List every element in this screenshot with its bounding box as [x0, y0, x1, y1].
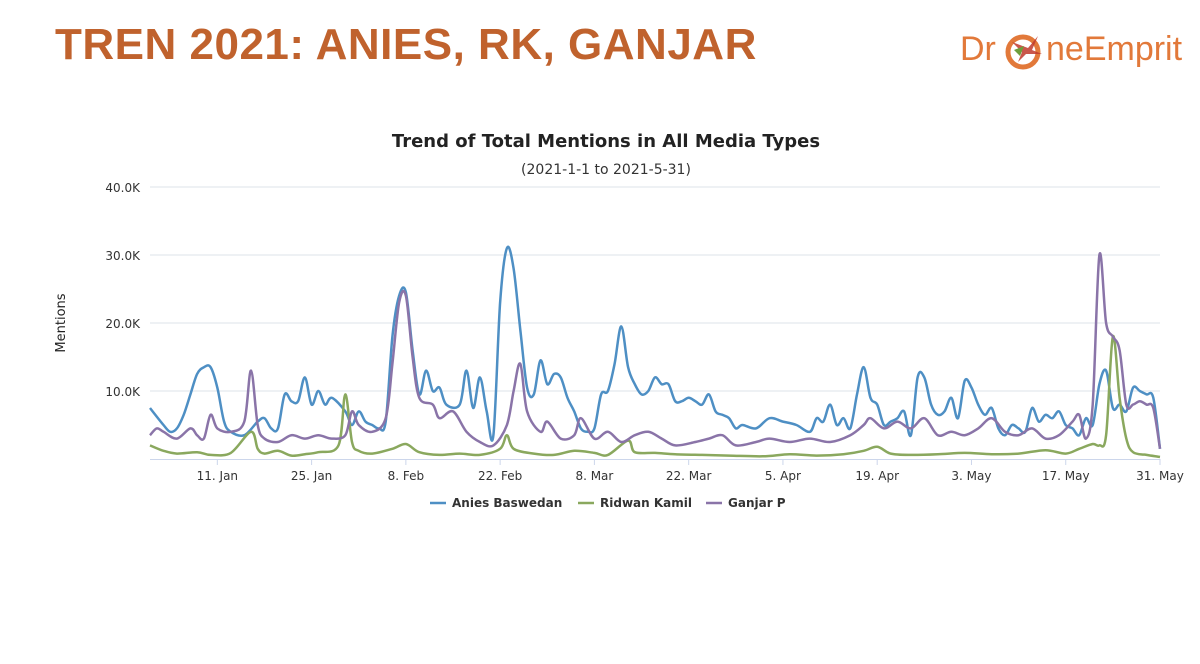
x-tick-label: 19. Apr: [855, 469, 899, 483]
y-tick-label: 30.0K: [105, 249, 141, 263]
drone-emprit-logo: Dr neEmprit: [960, 22, 1182, 82]
x-tick-label: 5. Apr: [765, 469, 801, 483]
x-tick-label: 8. Feb: [388, 469, 425, 483]
series-line-anies-baswedan: [149, 245, 1162, 449]
legend-item-ganjar-p[interactable]: Ganjar P: [728, 496, 786, 510]
slide-title: TREN 2021: ANIES, RK, GANJAR: [55, 20, 757, 69]
x-tick-label: 8. Mar: [575, 469, 613, 483]
x-tick-label: 22. Mar: [666, 469, 712, 483]
legend: Anies Baswedan Ridwan Kamil Ganjar P: [430, 496, 786, 510]
series-lines: [149, 245, 1162, 459]
series-line-ganjar-p: [149, 251, 1162, 449]
legend-item-anies-baswedan[interactable]: Anies Baswedan: [452, 496, 562, 510]
y-tick-label: 10.0K: [105, 385, 141, 399]
x-tick-label: 22. Feb: [478, 469, 522, 483]
x-tick-label: 31. May: [1136, 469, 1184, 483]
y-tick-label: 40.0K: [105, 181, 141, 195]
logo-text-suffix: neEmprit: [1046, 30, 1183, 68]
grid-lines: [150, 186, 1160, 392]
drone-icon: [1005, 34, 1042, 70]
chart-subtitle: (2021-1-1 to 2021-5-31): [521, 162, 691, 178]
x-tick-label: 17. May: [1042, 469, 1090, 483]
chart-title: Trend of Total Mentions in All Media Typ…: [392, 131, 820, 152]
y-tick-label: 20.0K: [105, 317, 141, 331]
x-tick-label: 3. May: [951, 469, 991, 483]
y-axis-title: Mentions: [54, 293, 69, 352]
legend-item-ridwan-kamil[interactable]: Ridwan Kamil: [600, 496, 692, 510]
x-tick-label: 25. Jan: [291, 469, 332, 483]
x-tick-label: 11. Jan: [197, 469, 238, 483]
logo-text-prefix: Dr: [960, 30, 996, 68]
axes: 10.0K 20.0K 30.0K 40.0K 11. Jan 25. Jan 8. Feb…: [105, 181, 1183, 483]
series-line-ridwan-kamil: [149, 335, 1161, 459]
